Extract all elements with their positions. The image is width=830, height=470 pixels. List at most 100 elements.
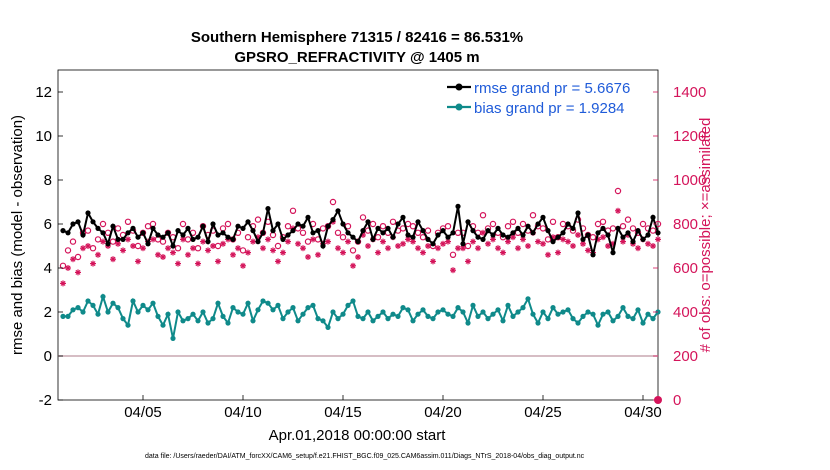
bias-point [625,313,631,319]
possible-obs-point [464,242,472,250]
rmse-point [255,239,261,245]
bias-point [130,298,136,304]
rmse-point [215,232,221,238]
bias-point [560,309,566,315]
assimilated-obs-point [150,236,156,243]
rmse-point [110,223,116,229]
assimilated-obs-point [120,247,126,254]
rmse-point [200,223,206,229]
rmse-point [275,221,281,227]
assimilated-obs-point [555,249,561,256]
rmse-point [330,217,336,223]
bias-point [270,307,276,313]
possible-obs-point [594,220,602,228]
rmse-point [510,230,516,236]
x-axis-ticks: 04/05 04/10 04/15 04/20 04/25 04/30 [124,395,662,421]
bias-point [330,309,336,315]
assimilated-obs-point [400,240,406,247]
bias-point [445,311,451,317]
rmse-point [520,232,526,238]
rmse-point [370,236,376,242]
assimilated-obs-point [495,245,501,252]
rmse-point [450,230,456,236]
assimilated-obs-point [600,234,606,241]
assimilated-obs-point [110,256,116,263]
possible-obs-point [529,211,537,219]
assimilated-obs-point [575,232,581,238]
possible-obs-point [539,225,547,232]
assimilated-obs-point [240,262,246,269]
assimilated-obs-point [215,258,221,265]
rmse-point [185,225,191,231]
bias-point [555,311,561,317]
possible-obs-point [144,222,152,230]
rmse-point [225,234,231,240]
rmse-point [310,230,316,236]
possible-obs-point [509,218,517,225]
rmse-point [210,221,216,227]
assimilated-obs-point [525,243,531,249]
assimilated-obs-point [95,251,101,258]
rmse-point [465,219,471,225]
bias-point [175,309,181,315]
bias-point [620,305,626,311]
bias-point [505,302,511,308]
rmse-point [315,228,321,234]
assimilated-obs-point [440,240,446,247]
bias-point [575,320,581,326]
possible-obs-point [519,220,527,228]
rmse-point [490,232,496,238]
rmse-point [120,236,126,242]
left-tick-label: 6 [44,216,52,233]
rmse-point [250,228,256,234]
rmse-point [305,214,311,220]
bias-point [320,318,326,324]
assimilated-obs-point [200,238,206,245]
bias-point [350,298,356,304]
bias-point [100,294,106,300]
legend-marker-bias [455,103,463,111]
bias-point [480,309,486,315]
assimilated-obs-point [220,240,226,247]
assimilated-obs-point [260,245,266,252]
rmse-point [130,225,136,231]
bias-point [380,309,386,315]
bias-point [590,311,596,317]
rmse-point [65,230,71,236]
bias-point [355,313,361,319]
bias-point [385,316,391,322]
legend: rmse grand pr = 5.6676 bias grand pr = 1… [443,74,643,118]
rmse-point [530,230,536,236]
rmse-point [285,232,291,238]
possible-obs-point [174,244,182,252]
bias-point [165,311,171,317]
possible-obs-point [89,244,97,252]
assimilated-obs-point [335,245,341,252]
assimilated-obs-point [60,280,66,287]
rmse-point [430,241,436,247]
possible-obs-point [619,222,627,230]
bias-point [290,305,296,311]
bias-point [325,324,331,330]
rmse-point [360,228,366,234]
rmse-point [175,228,181,234]
rmse-point [455,203,461,209]
rmse-point [550,239,556,245]
assimilated-obs-point [385,245,391,252]
bias-point [95,311,101,317]
assimilated-obs-point [135,258,141,265]
rmse-point [380,230,386,236]
x-axis-label: Apr.01,2018 00:00:00 start [269,427,447,444]
possible-obs-point [69,238,77,245]
bias-point [155,313,161,319]
rmse-point [625,230,631,236]
possible-obs-point [64,247,72,254]
assimilated-obs-point [535,238,541,245]
bias-point [470,302,476,308]
data-file-footer: data file: /Users/raeder/DAI/ATM_forcXX/… [145,453,585,460]
rmse-point [80,232,86,238]
rmse-point [595,230,601,236]
rmse-point [335,208,341,214]
bias-point [170,335,176,341]
assimilated-obs-point [570,243,576,249]
